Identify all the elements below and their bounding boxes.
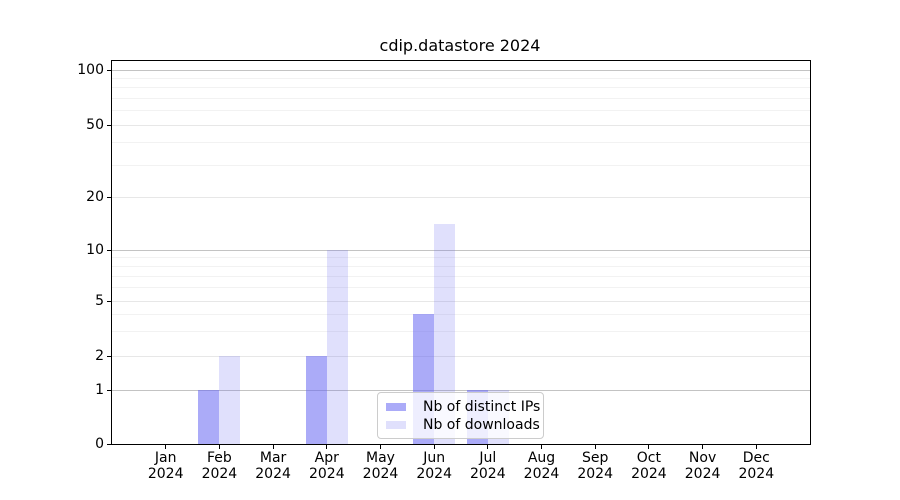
x-tick xyxy=(594,445,596,449)
x-tick xyxy=(165,445,167,449)
y-tick xyxy=(107,355,111,357)
y-gridline-minor xyxy=(112,142,810,143)
x-tick xyxy=(541,445,542,449)
legend: Nb of distinct IPs Nb of downloads xyxy=(377,392,544,439)
x-tick-label: Feb 2024 xyxy=(177,450,261,482)
x-tick-label-month: Jun xyxy=(423,450,446,466)
x-tick-label: Nov 2024 xyxy=(661,450,745,482)
y-gridline-minor xyxy=(112,164,810,166)
x-tick-label-month: Sep xyxy=(581,450,609,466)
legend-swatch-downloads xyxy=(386,421,406,429)
x-tick-label: May 2024 xyxy=(339,450,423,482)
x-tick-label-month: Aug xyxy=(527,450,556,466)
y-gridline-minor xyxy=(112,313,810,315)
y-tick xyxy=(107,443,111,445)
y-gridline-minor xyxy=(112,275,810,277)
x-tick-label: Jun 2024 xyxy=(392,450,476,482)
y-gridline-minor xyxy=(112,265,810,267)
y-gridline-decade xyxy=(112,249,810,251)
legend-label-distinct-ips: Nb of distinct IPs xyxy=(423,399,541,415)
legend-entry: Nb of distinct IPs xyxy=(386,398,540,416)
y-tick-label: 2 xyxy=(95,348,104,364)
x-tick-label: Jul 2024 xyxy=(446,450,530,482)
x-tick-label: Apr 2024 xyxy=(285,450,369,482)
y-gridline-major xyxy=(112,196,810,198)
y-tick-label: 5 xyxy=(95,293,104,309)
x-tick-label-month: Nov xyxy=(688,450,717,466)
x-tick-label-year: 2024 xyxy=(523,465,560,482)
y-gridline-minor xyxy=(112,287,810,289)
x-tick-label-month: Oct xyxy=(636,450,661,466)
x-tick-label: Dec 2024 xyxy=(714,450,798,482)
y-tick-label: 1 xyxy=(95,382,104,398)
legend-swatch-distinct-ips xyxy=(386,403,406,411)
x-tick-label-year: 2024 xyxy=(631,465,667,482)
bar-distinct-ips xyxy=(305,356,327,444)
y-tick-label: 20 xyxy=(86,189,104,205)
x-tick-label: Aug 2024 xyxy=(500,450,584,482)
x-tick-label-month: Apr xyxy=(314,450,339,466)
y-tick xyxy=(107,389,111,391)
y-gridline-minor xyxy=(112,257,810,259)
x-tick-label-month: May xyxy=(366,450,395,466)
x-tick xyxy=(487,445,489,449)
x-tick-label-year: 2024 xyxy=(255,465,291,482)
y-gridline-minor xyxy=(112,331,810,333)
x-tick-label-month: Feb xyxy=(206,450,232,466)
legend-label-downloads: Nb of downloads xyxy=(423,417,540,433)
x-tick-label-month: Dec xyxy=(742,450,770,466)
x-tick-label-month: Mar xyxy=(259,450,287,466)
bar-downloads xyxy=(219,356,241,444)
x-tick-label-year: 2024 xyxy=(201,465,238,482)
y-tick-label: 0 xyxy=(95,436,104,452)
x-tick xyxy=(380,445,381,449)
y-gridline-minor xyxy=(112,110,810,111)
legend-entry: Nb of downloads xyxy=(386,416,540,434)
y-gridline-major xyxy=(112,300,810,302)
bar-downloads xyxy=(434,224,456,444)
y-gridline-major xyxy=(112,124,810,126)
x-tick-label-year: 2024 xyxy=(362,465,399,482)
y-tick-label: 50 xyxy=(86,117,104,133)
x-tick-label: Mar 2024 xyxy=(231,450,315,482)
x-tick xyxy=(755,445,757,449)
x-tick-label-year: 2024 xyxy=(308,465,345,482)
y-gridline-minor xyxy=(112,87,810,89)
y-gridline-minor xyxy=(112,97,810,99)
x-tick-label: Jan 2024 xyxy=(124,450,208,482)
bar-distinct-ips xyxy=(198,390,220,444)
x-tick-label-year: 2024 xyxy=(147,465,184,482)
x-tick-label: Sep 2024 xyxy=(553,450,637,482)
x-tick xyxy=(648,445,650,449)
y-gridline-decade xyxy=(112,69,810,71)
bar-downloads xyxy=(326,250,348,444)
x-tick xyxy=(326,445,328,449)
x-tick xyxy=(433,445,435,449)
y-gridline-minor xyxy=(112,77,810,79)
x-tick-label: Oct 2024 xyxy=(607,450,691,482)
x-tick-label-year: 2024 xyxy=(684,465,721,482)
x-tick xyxy=(218,445,220,449)
x-tick-label-month: Jan xyxy=(154,450,177,466)
chart-title: cdip.datastore 2024 xyxy=(379,36,541,55)
y-tick xyxy=(107,196,111,198)
y-tick xyxy=(107,249,111,251)
plot-area xyxy=(111,60,811,445)
x-tick xyxy=(702,445,704,449)
x-tick-label-year: 2024 xyxy=(416,465,452,482)
x-tick-label-year: 2024 xyxy=(738,465,775,482)
y-tick xyxy=(107,124,111,126)
x-tick-label-month: Jul xyxy=(479,450,497,466)
y-tick-label: 10 xyxy=(86,242,104,258)
x-tick-label-year: 2024 xyxy=(469,465,506,482)
y-tick xyxy=(107,69,111,71)
x-tick-label-year: 2024 xyxy=(577,465,613,482)
y-gridline-decade xyxy=(112,389,810,391)
y-tick-label: 100 xyxy=(77,62,104,78)
x-tick xyxy=(272,445,274,449)
y-gridline-major xyxy=(112,355,810,357)
y-tick xyxy=(107,300,111,302)
